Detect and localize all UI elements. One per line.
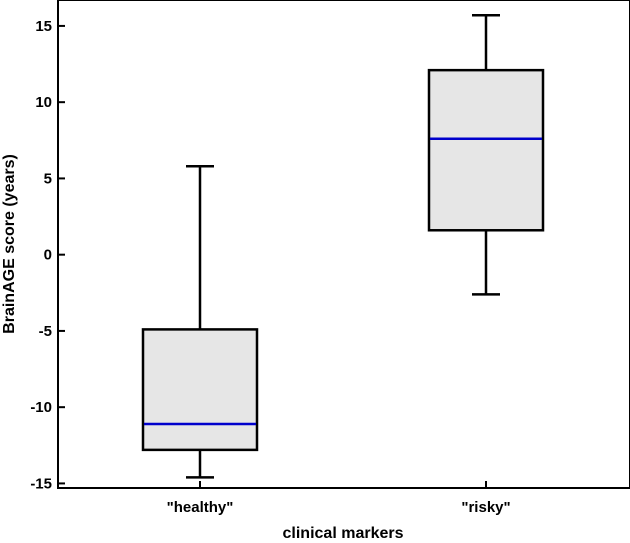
y-tick-label: 10	[35, 94, 52, 111]
y-tick-label: -10	[30, 399, 52, 416]
y-axis-ticks: -15 -10 -5 0 5 10 15	[30, 18, 65, 492]
y-tick-label: 0	[44, 247, 52, 264]
x-axis-ticks: "healthy" "risky"	[167, 481, 511, 516]
x-tick-label: "healthy"	[167, 499, 234, 516]
y-tick-label: 15	[35, 18, 52, 35]
x-tick-label: "risky"	[461, 499, 510, 516]
box-risky	[427, 14, 545, 296]
y-tick-label: -5	[39, 323, 52, 340]
x-axis-title: clinical markers	[283, 525, 404, 542]
y-axis-title: BrainAGE score (years)	[1, 154, 18, 334]
interquartile-box	[141, 328, 259, 452]
interquartile-box	[427, 68, 545, 232]
box-series	[141, 14, 545, 479]
y-tick-label: -15	[30, 475, 52, 492]
box-healthy	[141, 164, 259, 479]
y-tick-label: 5	[44, 170, 52, 187]
